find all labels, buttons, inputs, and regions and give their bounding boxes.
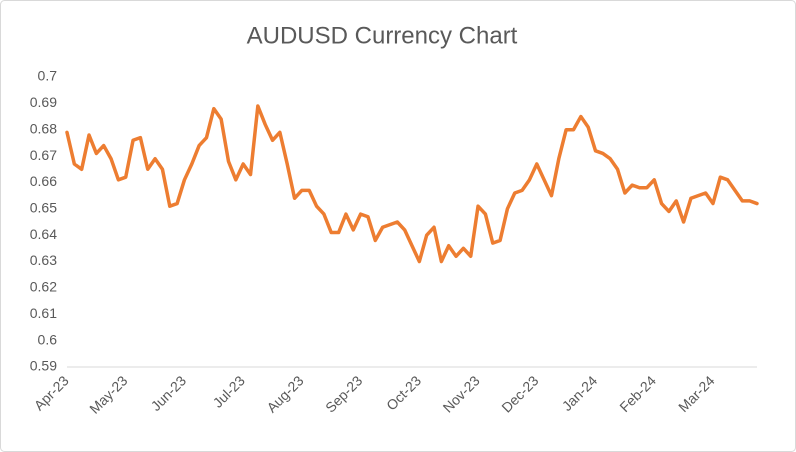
y-tick-label: 0.67	[30, 147, 57, 163]
y-tick-label: 0.69	[30, 94, 57, 110]
y-tick-label: 0.61	[30, 305, 57, 321]
y-tick-label: 0.68	[30, 120, 57, 136]
y-tick-label: 0.64	[30, 226, 57, 242]
chart-title: AUDUSD Currency Chart	[247, 22, 518, 49]
data-line	[65, 104, 759, 264]
y-tick-label: 0.6	[38, 331, 58, 347]
y-tick-label: 0.65	[30, 200, 57, 216]
y-tick-label: 0.63	[30, 252, 57, 268]
y-tick-label: 0.66	[30, 173, 57, 189]
y-tick-label: 0.62	[30, 279, 57, 295]
y-tick-label: 0.7	[38, 68, 58, 84]
y-tick-label: 0.59	[30, 358, 57, 374]
